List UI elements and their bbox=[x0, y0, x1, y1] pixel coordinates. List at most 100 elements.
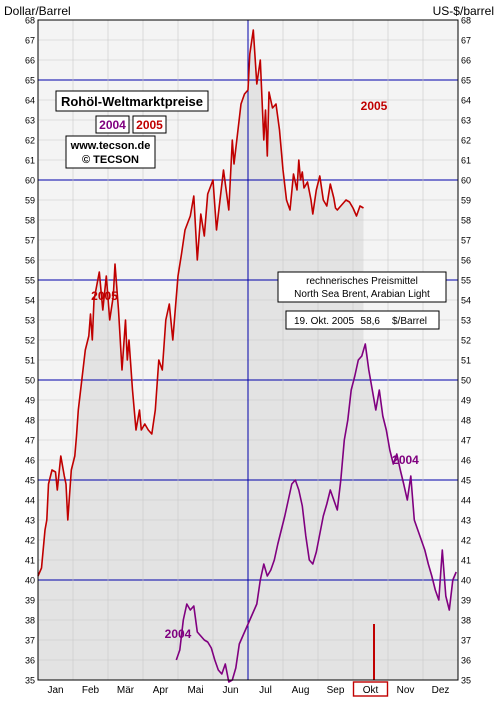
y-tick-left-51: 51 bbox=[25, 356, 35, 366]
y-axis-right-title: US-$/barrel bbox=[433, 4, 494, 18]
grid-layer bbox=[37, 19, 459, 681]
y-tick-right-61: 61 bbox=[461, 156, 471, 166]
y-tick-left-37: 37 bbox=[25, 636, 35, 646]
y-tick-right-45: 45 bbox=[461, 476, 471, 486]
chart-title: Rohöl-Weltmarktpreise bbox=[61, 94, 203, 109]
month-label-11: Nov bbox=[397, 685, 415, 696]
series-annotation-0: 2005 bbox=[91, 289, 118, 303]
month-label-3: Mär bbox=[117, 685, 135, 696]
y-tick-right-44: 44 bbox=[461, 496, 471, 506]
y-tick-right-64: 64 bbox=[461, 96, 471, 106]
series-annotation-1: 2004 bbox=[165, 627, 192, 641]
info-line-2: North Sea Brent, Arabian Light bbox=[294, 289, 430, 300]
y-tick-left-58: 58 bbox=[25, 216, 35, 226]
y-tick-left-60: 60 bbox=[25, 176, 35, 186]
current-price-box bbox=[285, 310, 440, 330]
legend-2004-box bbox=[95, 115, 130, 134]
y-tick-right-38: 38 bbox=[461, 616, 471, 626]
y-tick-right-67: 67 bbox=[461, 36, 471, 46]
legend-2005-label: 2005 bbox=[136, 118, 163, 132]
y-tick-left-40: 40 bbox=[25, 576, 35, 586]
y-tick-left-61: 61 bbox=[25, 156, 35, 166]
y-tick-right-55: 55 bbox=[461, 276, 471, 286]
month-label-2: Feb bbox=[82, 685, 100, 696]
info-line-1: rechnerisches Preismittel bbox=[306, 276, 418, 287]
y-tick-left-48: 48 bbox=[25, 416, 35, 426]
current-price-date: 19. Okt. 2005 bbox=[294, 316, 354, 327]
series-layer bbox=[37, 29, 457, 683]
month-label-12: Dez bbox=[432, 685, 450, 696]
y-tick-right-57: 57 bbox=[461, 236, 471, 246]
y-tick-right-66: 66 bbox=[461, 56, 471, 66]
month-label-1: Jan bbox=[47, 685, 63, 696]
y-tick-left-55: 55 bbox=[25, 276, 35, 286]
y-tick-left-46: 46 bbox=[25, 456, 35, 466]
y-tick-left-57: 57 bbox=[25, 236, 35, 246]
y-tick-left-38: 38 bbox=[25, 616, 35, 626]
y-tick-right-35: 35 bbox=[461, 676, 471, 686]
y-tick-right-42: 42 bbox=[461, 536, 471, 546]
y-tick-left-50: 50 bbox=[25, 376, 35, 386]
y-tick-right-51: 51 bbox=[461, 356, 471, 366]
y-tick-left-45: 45 bbox=[25, 476, 35, 486]
y-tick-left-54: 54 bbox=[25, 296, 35, 306]
y-tick-left-64: 64 bbox=[25, 96, 35, 106]
y-tick-right-63: 63 bbox=[461, 116, 471, 126]
series-line-2004 bbox=[175, 343, 457, 683]
month-label-9: Sep bbox=[327, 685, 345, 696]
axis-layer: 35 35 36 36 37 37 38 38 39 39 40 40 41 41 42 42 43 43 44 44… bbox=[25, 16, 471, 697]
y-axis-left-title: Dollar/Barrel bbox=[4, 4, 71, 18]
annotation-layer: 2005 2004 2005 2004 bbox=[91, 99, 419, 641]
source-box bbox=[65, 135, 156, 169]
y-tick-right-48: 48 bbox=[461, 416, 471, 426]
y-tick-left-47: 47 bbox=[25, 436, 35, 446]
y-tick-right-58: 58 bbox=[461, 216, 471, 226]
y-tick-right-49: 49 bbox=[461, 396, 471, 406]
y-tick-right-53: 53 bbox=[461, 316, 471, 326]
current-price-value: 58,6 bbox=[361, 316, 381, 327]
y-tick-left-67: 67 bbox=[25, 36, 35, 46]
y-tick-left-52: 52 bbox=[25, 336, 35, 346]
month-label-7: Jul bbox=[259, 685, 272, 696]
current-price-unit: $/Barrel bbox=[392, 316, 427, 327]
month-label-5: Mai bbox=[187, 685, 203, 696]
y-tick-right-56: 56 bbox=[461, 256, 471, 266]
series-annotation-3: 2004 bbox=[392, 453, 419, 467]
y-tick-right-41: 41 bbox=[461, 556, 471, 566]
y-tick-left-42: 42 bbox=[25, 536, 35, 546]
month-highlight-box bbox=[352, 681, 389, 697]
y-tick-left-53: 53 bbox=[25, 316, 35, 326]
plot-frame bbox=[37, 19, 459, 681]
y-tick-left-59: 59 bbox=[25, 196, 35, 206]
y-tick-right-59: 59 bbox=[461, 196, 471, 206]
y-tick-left-39: 39 bbox=[25, 596, 35, 606]
y-tick-left-66: 66 bbox=[25, 56, 35, 66]
y-tick-right-37: 37 bbox=[461, 636, 471, 646]
y-tick-right-47: 47 bbox=[461, 436, 471, 446]
y-tick-left-35: 35 bbox=[25, 676, 35, 686]
legend-2005-box bbox=[132, 115, 167, 134]
title-box bbox=[55, 90, 209, 112]
source-url: www.tecson.de bbox=[70, 140, 151, 152]
y-tick-left-65: 65 bbox=[25, 76, 35, 86]
y-tick-left-49: 49 bbox=[25, 396, 35, 406]
y-tick-left-62: 62 bbox=[25, 136, 35, 146]
series-annotation-2: 2005 bbox=[361, 99, 388, 113]
y-tick-right-36: 36 bbox=[461, 656, 471, 666]
y-tick-right-54: 54 bbox=[461, 296, 471, 306]
series-line-2005 bbox=[37, 29, 364, 577]
month-label-10: Okt bbox=[363, 685, 379, 696]
month-label-4: Apr bbox=[153, 685, 169, 696]
y-tick-right-46: 46 bbox=[461, 456, 471, 466]
y-tick-left-36: 36 bbox=[25, 656, 35, 666]
y-tick-right-60: 60 bbox=[461, 176, 471, 186]
y-tick-left-63: 63 bbox=[25, 116, 35, 126]
month-label-8: Aug bbox=[292, 685, 310, 696]
y-tick-right-68: 68 bbox=[461, 16, 471, 26]
y-tick-right-50: 50 bbox=[461, 376, 471, 386]
y-tick-left-41: 41 bbox=[25, 556, 35, 566]
y-tick-right-62: 62 bbox=[461, 136, 471, 146]
month-label-6: Jun bbox=[222, 685, 238, 696]
source-copyright: © TECSON bbox=[82, 154, 139, 166]
